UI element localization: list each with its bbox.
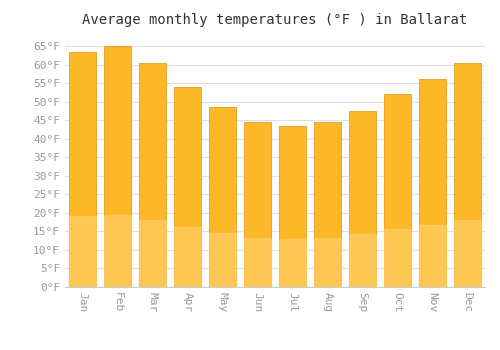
Bar [420, 225, 446, 287]
Bar [420, 79, 446, 287]
Bar [104, 46, 130, 287]
Bar [174, 227, 201, 287]
Bar [454, 220, 480, 287]
Bar [280, 126, 305, 287]
Bar [140, 63, 166, 287]
Bar [384, 94, 410, 287]
Bar [210, 233, 236, 287]
Title: Average monthly temperatures (°F ) in Ballarat: Average monthly temperatures (°F ) in Ba… [82, 13, 468, 27]
Bar [314, 122, 340, 287]
Bar [454, 63, 480, 287]
Bar [244, 122, 270, 287]
Bar [314, 238, 340, 287]
Bar [210, 107, 236, 287]
Bar [70, 52, 96, 287]
Bar [70, 216, 96, 287]
Bar [384, 229, 410, 287]
Bar [350, 111, 376, 287]
Bar [140, 220, 166, 287]
Bar [244, 238, 270, 287]
Bar [280, 239, 305, 287]
Bar [104, 215, 130, 287]
Bar [350, 234, 376, 287]
Bar [174, 87, 201, 287]
